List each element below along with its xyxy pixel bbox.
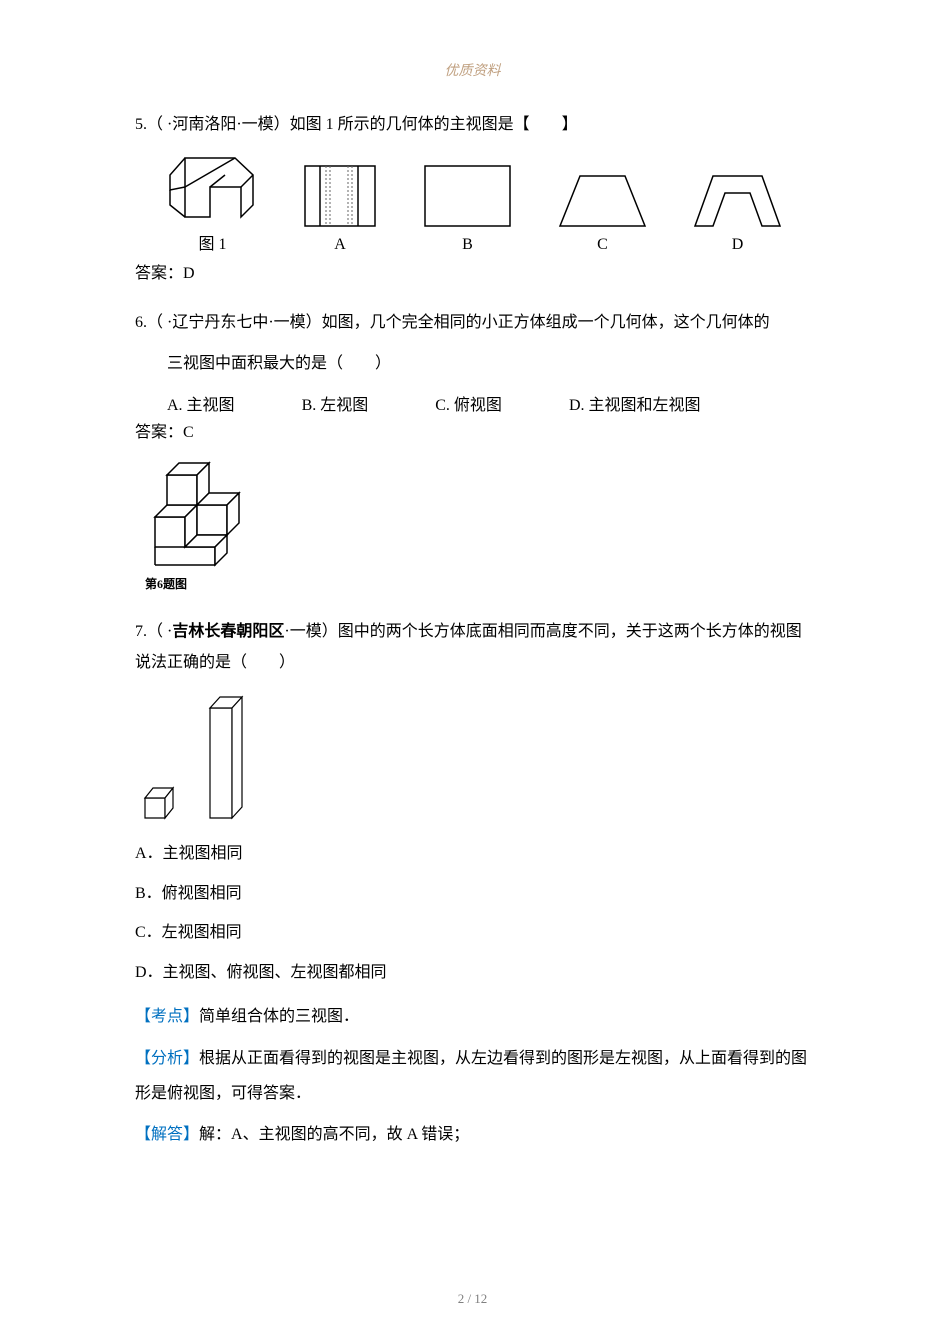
q7-small-cube <box>140 783 180 823</box>
fenxi-label: 【分析】 <box>135 1050 199 1067</box>
q6-opt-b: B. 左视图 <box>270 391 369 415</box>
kaodian-text: 简单组合体的三视图． <box>199 1008 359 1025</box>
q7-opt-c: C．左视图相同 <box>135 920 810 946</box>
q6-figure: 第6题图 <box>145 457 810 592</box>
q5-text: 5.（ ·河南洛阳·一模）如图 1 所示的几何体的主视图是【 】 <box>135 110 810 140</box>
q5-d-svg <box>690 171 785 231</box>
q5-opt-b: B <box>420 161 515 254</box>
q5-opt-d: D <box>690 171 785 254</box>
q7-tall-cuboid <box>205 693 250 823</box>
q7-bold: 吉林长春朝阳区 <box>172 623 284 640</box>
q7-options: A．主视图相同 B．俯视图相同 C．左视图相同 D．主视图、俯视图、左视图都相同 <box>135 841 810 985</box>
q5-c-label: C <box>597 236 608 254</box>
q7-jieda: 【解答】解：A、主视图的高不同，故 A 错误； <box>135 1117 810 1152</box>
q6-text: 6.（ ·辽宁丹东七中·一模）如图，几个完全相同的小正方体组成一个几何体，这个几… <box>135 308 810 338</box>
q5-opt-a: A <box>300 161 380 254</box>
q5-d-label: D <box>732 236 744 254</box>
q7-prefix-a: 7.（ · <box>135 623 172 640</box>
q7-fenxi: 【分析】根据从正面看得到的视图是主视图，从左边看得到的图形是左视图，从上面看得到… <box>135 1041 810 1111</box>
q6-cubes-svg <box>145 457 270 572</box>
fenxi-text: 根据从正面看得到的视图是主视图，从左边看得到的图形是左视图，从上面看得到的图形是… <box>135 1050 807 1102</box>
q7-figures <box>140 693 810 823</box>
q6-opt-a: A. 主视图 <box>135 391 235 415</box>
page-footer: 2 / 12 <box>0 1291 945 1307</box>
q5-a-label: A <box>334 236 346 254</box>
q5-diagrams: 图 1 A B <box>165 150 810 254</box>
q5-c-svg <box>555 171 650 231</box>
q7-text: 7.（ ·吉林长春朝阳区·一模）图中的两个长方体底面相同而高度不同，关于这两个长… <box>135 617 810 678</box>
q5-b-label: B <box>462 236 473 254</box>
question-7: 7.（ ·吉林长春朝阳区·一模）图中的两个长方体底面相同而高度不同，关于这两个长… <box>135 617 810 1152</box>
q5-b-svg <box>420 161 515 231</box>
q6-cont: 三视图中面积最大的是（ ） <box>135 349 810 379</box>
q7-kaodian: 【考点】简单组合体的三视图． <box>135 999 810 1034</box>
q5-fig1-svg <box>165 150 260 225</box>
question-5: 5.（ ·河南洛阳·一模）如图 1 所示的几何体的主视图是【 】 图 1 <box>135 110 810 283</box>
q6-caption: 第6题图 <box>145 575 810 592</box>
q5-a-svg <box>300 161 380 231</box>
q5-answer: 答案：D <box>135 259 810 283</box>
q6-opt-d: D. 主视图和左视图 <box>537 391 701 415</box>
q7-opt-d: D．主视图、俯视图、左视图都相同 <box>135 960 810 986</box>
jieda-label: 【解答】 <box>135 1126 199 1143</box>
q6-answer: 答案：C <box>135 418 810 442</box>
q7-opt-b: B．俯视图相同 <box>135 881 810 907</box>
q6-options: A. 主视图 B. 左视图 C. 俯视图 D. 主视图和左视图 <box>135 391 810 415</box>
q6-opt-c: C. 俯视图 <box>403 391 502 415</box>
header-watermark: 优质资料 <box>135 60 810 80</box>
q5-opt-c: C <box>555 171 650 254</box>
q7-opt-a: A．主视图相同 <box>135 841 810 867</box>
q5-fig1-label: 图 1 <box>198 230 226 254</box>
q5-fig1: 图 1 <box>165 150 260 254</box>
question-6: 6.（ ·辽宁丹东七中·一模）如图，几个完全相同的小正方体组成一个几何体，这个几… <box>135 308 810 592</box>
kaodian-label: 【考点】 <box>135 1008 199 1025</box>
jieda-text: 解：A、主视图的高不同，故 A 错误； <box>199 1126 469 1143</box>
